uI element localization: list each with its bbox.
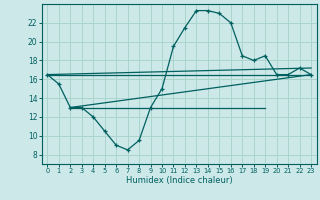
X-axis label: Humidex (Indice chaleur): Humidex (Indice chaleur) xyxy=(126,176,233,185)
